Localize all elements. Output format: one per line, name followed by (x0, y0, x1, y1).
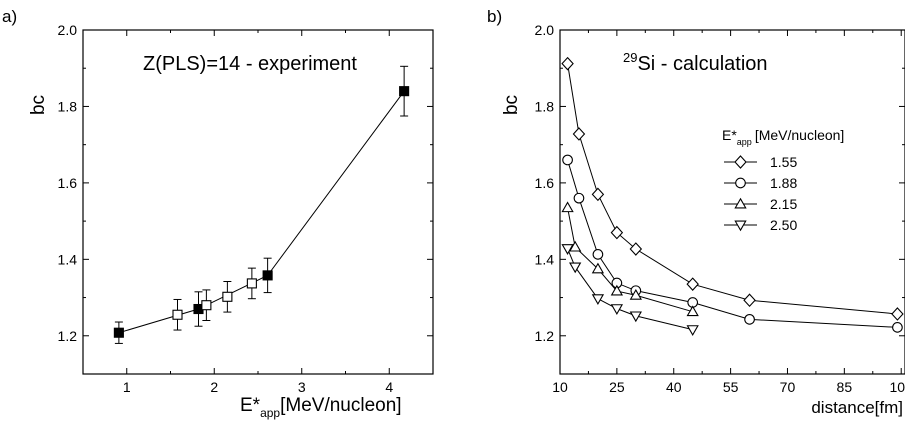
panel-a-y-axis-label: bc (28, 95, 49, 115)
y-tick-label: 1.8 (535, 98, 555, 114)
data-point (629, 242, 643, 256)
data-point (562, 154, 573, 166)
panel-b-legend-title: E*app [MeV/nucleon] (722, 127, 844, 147)
data-point (561, 201, 574, 213)
data-point (201, 300, 212, 311)
data-point (561, 56, 574, 71)
y-tick-label: 2.0 (58, 22, 78, 38)
x-tick-label: 2 (210, 379, 218, 395)
y-tick-label: 1.4 (535, 251, 555, 267)
data-point (561, 244, 574, 255)
data-point (610, 304, 624, 315)
panel-a-title: Z(PLS)=14 - experiment (143, 53, 357, 75)
data-point (743, 293, 756, 308)
data-point (686, 305, 699, 317)
data-point (222, 291, 233, 302)
connecting-line (118, 90, 405, 334)
y-tick-label: 1.8 (58, 98, 78, 114)
data-point (629, 311, 642, 323)
legend-label: 1.88 (770, 175, 797, 191)
y-tick-label: 2.0 (535, 22, 555, 38)
data-point (262, 270, 273, 281)
x-tick-label: 100 (890, 379, 905, 395)
data-point (610, 225, 624, 240)
x-tick-label: 25 (609, 379, 625, 395)
data-point (113, 327, 124, 338)
panel-b-label: b) (487, 7, 502, 26)
data-point (591, 294, 605, 306)
x-tick-label: 70 (780, 379, 796, 395)
x-tick-label: 85 (837, 379, 853, 395)
legend-marker (734, 155, 747, 169)
data-point (629, 288, 642, 300)
data-point (172, 309, 183, 320)
plot-frame (559, 29, 905, 375)
plot-frame (82, 29, 434, 375)
y-tick-label: 1.6 (535, 175, 555, 191)
panel-a: a) bc Z(PLS)=14 - experiment E*app[MeV/n… (2, 7, 434, 420)
data-point (592, 249, 604, 260)
data-point (591, 187, 605, 202)
series-line (567, 159, 898, 328)
data-point (610, 284, 624, 296)
data-point (573, 192, 585, 204)
data-point (744, 313, 755, 325)
panel-b-x-axis-label: distance[fm] (811, 398, 903, 417)
data-point (569, 240, 582, 252)
panel-a-label: a) (2, 7, 17, 26)
data-point (246, 278, 257, 289)
panel-b: b) bc 29Si - calculation distance[fm] E*… (487, 7, 905, 417)
x-tick-label: 55 (723, 379, 739, 395)
x-tick-label: 4 (385, 379, 393, 395)
data-point (891, 307, 904, 321)
data-point (686, 277, 699, 291)
panel-b-title: 29Si - calculation (623, 50, 768, 75)
panel-b-y-axis-label: bc (501, 95, 522, 115)
y-tick-label: 1.2 (58, 328, 78, 344)
series-line (567, 207, 693, 313)
panel-a-x-axis-label: E*app[MeV/nucleon] (240, 395, 402, 420)
legend-marker (734, 197, 747, 209)
data-point (569, 262, 582, 274)
data-point (591, 262, 605, 274)
data-point (686, 325, 699, 336)
x-tick-label: 40 (666, 379, 682, 395)
legend-marker (734, 220, 747, 232)
x-tick-label: 1 (123, 379, 131, 395)
data-point (399, 86, 410, 97)
y-tick-label: 1.4 (58, 251, 78, 267)
x-tick-label: 3 (298, 379, 306, 395)
x-tick-label: 10 (552, 379, 568, 395)
data-point (892, 322, 903, 333)
legend-marker (735, 177, 746, 189)
legend-label: 1.55 (770, 154, 797, 170)
data-point (572, 127, 586, 141)
series-line (567, 63, 898, 315)
y-tick-label: 1.6 (58, 175, 78, 191)
legend-label: 2.50 (770, 217, 797, 233)
y-tick-label: 1.2 (535, 328, 555, 344)
legend-label: 2.15 (770, 196, 797, 212)
series-line (567, 248, 693, 331)
